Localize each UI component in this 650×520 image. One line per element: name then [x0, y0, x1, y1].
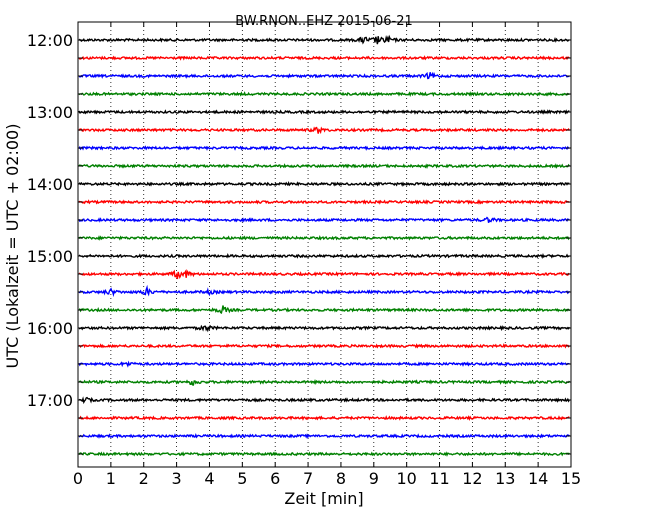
trace-1700	[78, 396, 571, 405]
x-tick-label: 13	[495, 469, 515, 488]
trace-1445	[78, 235, 570, 241]
trace-1230	[78, 71, 570, 80]
x-tick-label: 3	[172, 469, 182, 488]
x-tick-label: 5	[237, 469, 247, 488]
x-tick-label: 6	[270, 469, 280, 488]
trace-1215	[78, 55, 570, 61]
trace-1615	[78, 343, 570, 349]
trace-1745	[78, 451, 570, 457]
y-tick-label: 14:00	[27, 175, 73, 194]
x-tick-label: 11	[429, 469, 449, 488]
trace-1515	[78, 269, 570, 280]
trace-1630	[78, 360, 570, 368]
trace-1300	[78, 109, 570, 115]
trace-1400	[78, 181, 570, 187]
trace-1500	[78, 253, 570, 259]
x-tick-label: 4	[204, 469, 214, 488]
trace-1415	[78, 199, 570, 205]
trace-1600	[78, 324, 571, 333]
x-tick-label: 2	[139, 469, 149, 488]
x-tick-label: 0	[73, 469, 83, 488]
x-axis-label: Zeit [min]	[284, 489, 363, 508]
x-tick-label: 8	[336, 469, 346, 488]
y-tick-label: 15:00	[27, 247, 73, 266]
trace-1200	[78, 34, 570, 45]
trace-1345	[78, 163, 570, 169]
trace-1645	[78, 378, 571, 386]
x-tick-label: 9	[369, 469, 379, 488]
x-tick-label: 7	[303, 469, 313, 488]
trace-1330	[78, 145, 570, 151]
trace-lines	[78, 34, 571, 457]
trace-1530	[78, 284, 570, 298]
axis-ticks: 0 1 2 3 4 5 6 7 8 9 10 11 12 13 14 1512:0013:0014:0015:…	[27, 22, 581, 488]
x-tick-label: 14	[528, 469, 548, 488]
x-tick-label: 12	[462, 469, 482, 488]
x-tick-label: 1	[106, 469, 116, 488]
y-tick-label: 16:00	[27, 319, 73, 338]
x-tick-label: 15	[561, 469, 581, 488]
trace-1245	[78, 91, 570, 97]
y-axis-label: UTC (Lokalzeit = UTC + 02:00)	[3, 124, 22, 369]
y-tick-label: 17:00	[27, 391, 73, 410]
trace-1715	[78, 415, 570, 422]
y-tick-label: 12:00	[27, 31, 73, 50]
trace-1430	[78, 216, 570, 224]
x-tick-label: 10	[396, 469, 416, 488]
trace-1730	[78, 433, 570, 440]
trace-1545	[78, 305, 571, 314]
trace-1315	[78, 126, 571, 135]
y-tick-label: 13:00	[27, 103, 73, 122]
plot-frame	[77, 21, 572, 468]
